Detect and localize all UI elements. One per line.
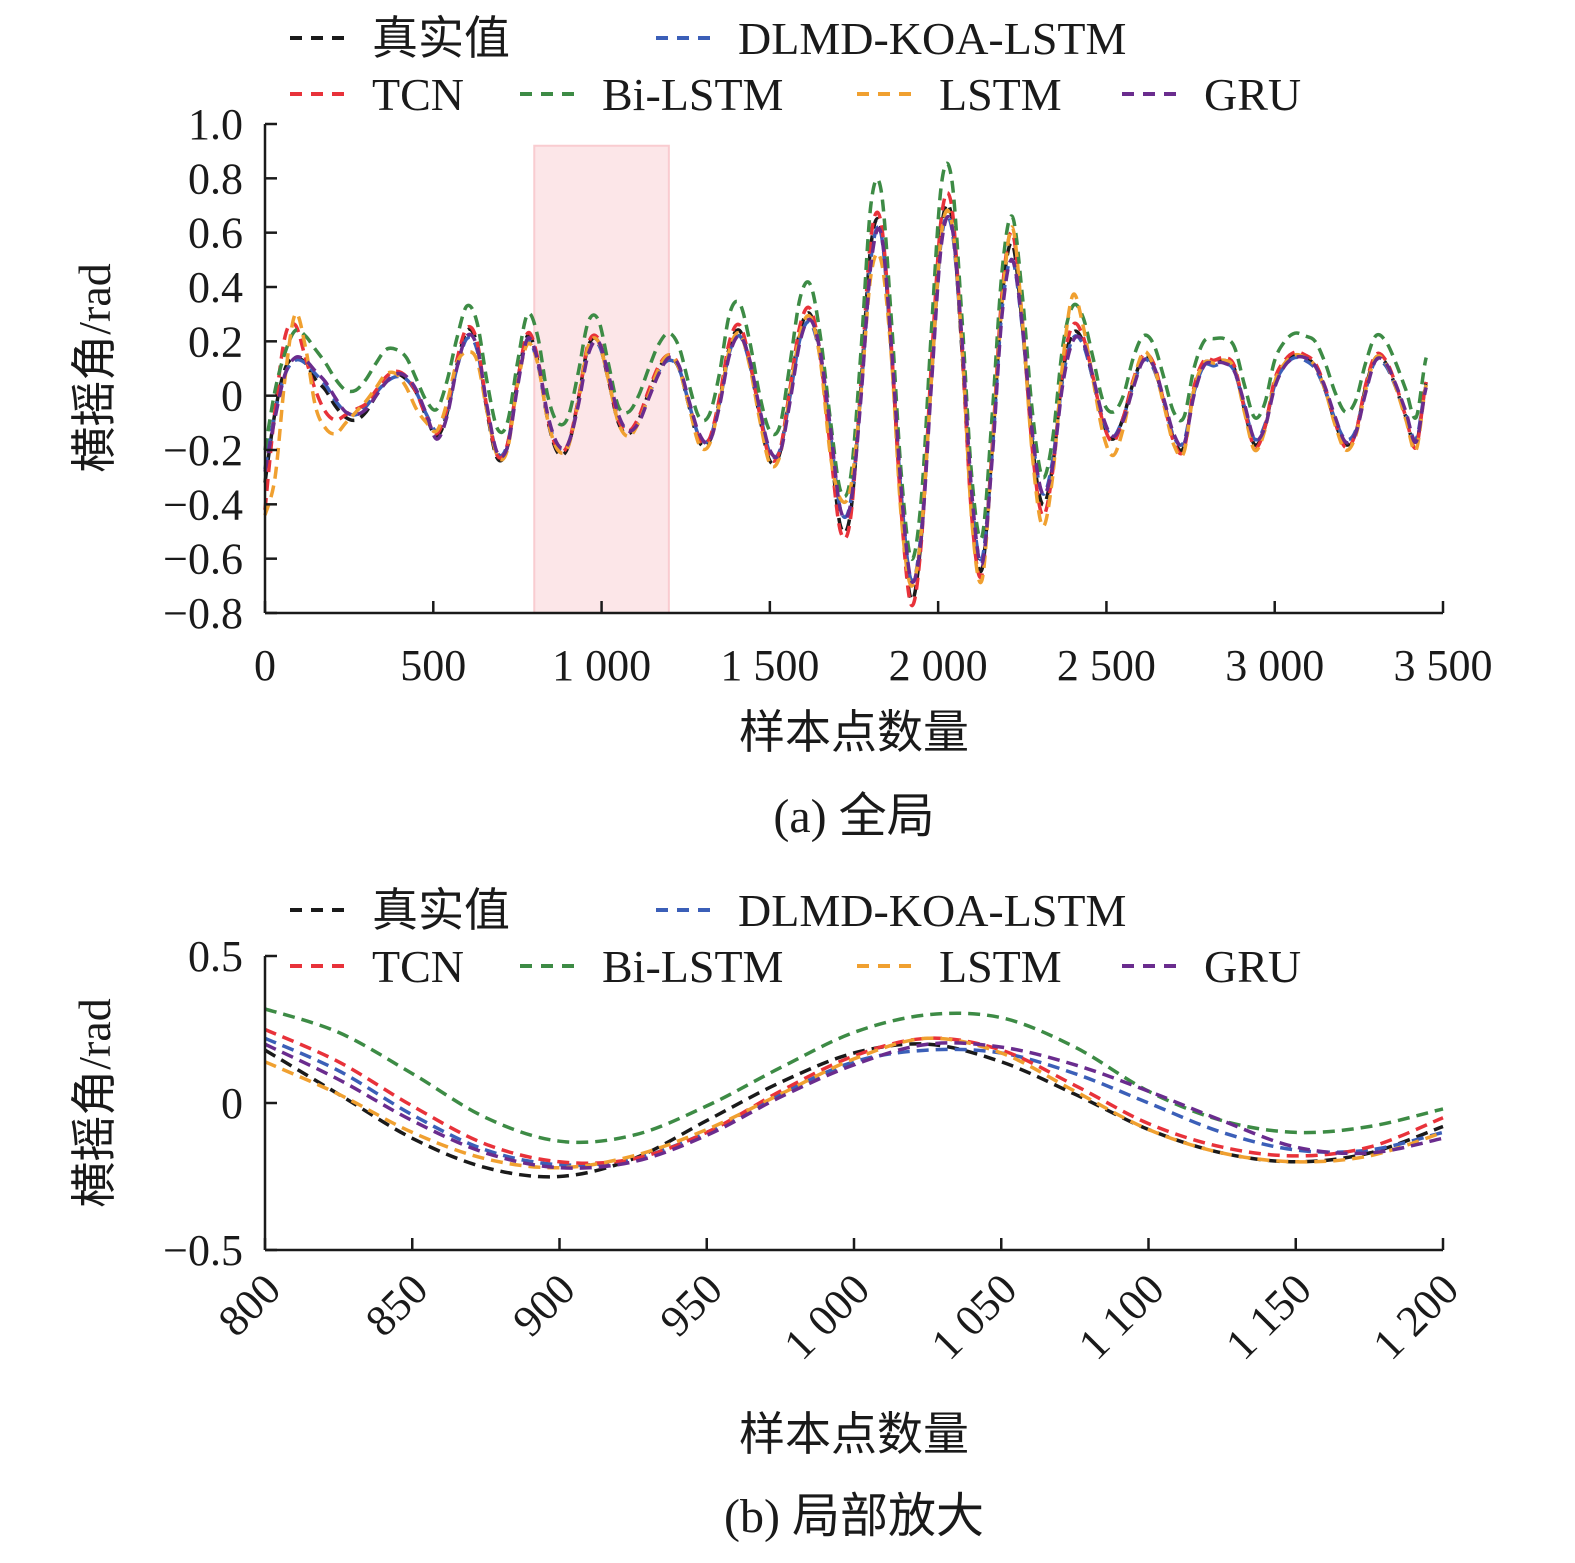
y-ticks-zoom: −0.5 0 0.5 bbox=[163, 932, 277, 1275]
x-tick-label-1-150: 1 150 bbox=[1216, 1264, 1321, 1369]
x-tick-label-950: 950 bbox=[651, 1264, 732, 1345]
legend-label: 真实值 bbox=[372, 885, 510, 936]
x-tick-label-2-000: 2 000 bbox=[889, 641, 988, 690]
x-tick-label-1-050: 1 050 bbox=[922, 1264, 1027, 1369]
x-tick-label-1-200: 1 200 bbox=[1363, 1264, 1468, 1369]
x-tick-label-850: 850 bbox=[356, 1264, 437, 1345]
series-group-zoom bbox=[264, 1007, 1444, 1179]
legend-item-dlmd-koa-lstm: DLMD-KOA-LSTM bbox=[656, 885, 1126, 936]
y-tick-label-0-6: −0.6 bbox=[163, 535, 243, 584]
legend-label: GRU bbox=[1204, 69, 1301, 120]
legend-label: LSTM bbox=[939, 69, 1062, 120]
series-line-tcn-global bbox=[263, 191, 1428, 608]
x-tick-label-2-500: 2 500 bbox=[1057, 641, 1156, 690]
x-tick-label-3-500: 3 500 bbox=[1394, 641, 1493, 690]
legend-item-actual: 真实值 bbox=[290, 885, 510, 936]
y-tick-label-0-5: 0.5 bbox=[188, 932, 243, 981]
x-tick-label-1-100: 1 100 bbox=[1069, 1264, 1174, 1369]
zoom-region-highlight bbox=[533, 144, 670, 614]
x-tick-label-500: 500 bbox=[400, 641, 466, 690]
legend-global: 真实值 DLMD-KOA-LSTM TCN Bi-LSTM LSTM GRU bbox=[290, 13, 1301, 120]
legend-item-tcn: TCN bbox=[290, 69, 464, 120]
y-tick-label-0-6: 0.6 bbox=[188, 209, 243, 258]
x-tick-label-1-500: 1 500 bbox=[720, 641, 819, 690]
y-tick-label-1-0: 1.0 bbox=[188, 100, 243, 149]
series-line-gru-zoom bbox=[264, 1041, 1444, 1170]
x-tick-label-800: 800 bbox=[209, 1264, 290, 1345]
caption-zoom: (b) 局部放大 bbox=[724, 1490, 984, 1543]
series-line-gru-global bbox=[263, 214, 1428, 584]
y-tick-label-0-4: −0.4 bbox=[163, 480, 243, 529]
legend-item-lstm: LSTM bbox=[857, 941, 1062, 992]
y-tick-label-0-4: 0.4 bbox=[188, 263, 243, 312]
series-line-actual-global bbox=[263, 202, 1428, 602]
y-axis-title-global: 横摇角/rad bbox=[69, 263, 120, 473]
y-tick-label-0: 0 bbox=[221, 1079, 243, 1128]
legend-item-dlmd-koa-lstm: DLMD-KOA-LSTM bbox=[656, 13, 1126, 64]
series-group-global bbox=[263, 161, 1428, 608]
legend-label: LSTM bbox=[939, 941, 1062, 992]
x-axis-title-global: 样本点数量 bbox=[739, 707, 969, 758]
x-tick-label-1-000: 1 000 bbox=[552, 641, 651, 690]
series-line-dlmd-koa-lstm-zoom bbox=[264, 1036, 1444, 1167]
legend-label: Bi-LSTM bbox=[602, 941, 783, 992]
legend-label: Bi-LSTM bbox=[602, 69, 783, 120]
legend-label: DLMD-KOA-LSTM bbox=[738, 885, 1126, 936]
y-tick-label-0-8: −0.8 bbox=[163, 589, 243, 638]
x-tick-label-0: 0 bbox=[254, 641, 276, 690]
x-tick-label-900: 900 bbox=[503, 1264, 584, 1345]
y-tick-label-0-2: 0.2 bbox=[188, 317, 243, 366]
legend-item-actual: 真实值 bbox=[290, 13, 510, 64]
legend-label: TCN bbox=[372, 69, 464, 120]
legend-item-lstm: LSTM bbox=[857, 69, 1062, 120]
series-line-actual-zoom bbox=[264, 1042, 1444, 1179]
series-line-dlmd-koa-lstm-global bbox=[263, 214, 1428, 584]
series-line-lstm-global bbox=[263, 208, 1428, 588]
legend-zoom: 真实值 DLMD-KOA-LSTM TCN Bi-LSTM LSTM GRU bbox=[290, 885, 1301, 992]
y-tick-label-0: 0 bbox=[221, 372, 243, 421]
x-ticks-global: 0 500 1 000 1 500 2 000 2 500 3 000 3 500 bbox=[254, 601, 1493, 690]
x-tick-label-3-000: 3 000 bbox=[1225, 641, 1324, 690]
caption-global: (a) 全局 bbox=[773, 790, 934, 843]
y-tick-label-0-5: −0.5 bbox=[163, 1226, 243, 1275]
y-tick-label-0-2: −0.2 bbox=[163, 426, 243, 475]
y-ticks-global: −0.8 −0.6 −0.4 −0.2 0 0.2 0.4 0.6 0.8 1.0 bbox=[163, 100, 277, 638]
chart-panel-global: 真实值 DLMD-KOA-LSTM TCN Bi-LSTM LSTM GRU 0 500 1 … bbox=[69, 13, 1493, 843]
legend-item-bi-lstm: Bi-LSTM bbox=[520, 69, 783, 120]
series-line-bi-lstm-zoom bbox=[264, 1007, 1444, 1145]
legend-item-gru: GRU bbox=[1122, 69, 1301, 120]
legend-item-bi-lstm: Bi-LSTM bbox=[520, 941, 783, 992]
series-line-tcn-zoom bbox=[264, 1027, 1444, 1165]
x-ticks-zoom: 800 850 900 950 1 000 1 050 1 100 1 150 1 200 bbox=[209, 1238, 1468, 1369]
y-tick-label-0-8: 0.8 bbox=[188, 154, 243, 203]
series-line-lstm-zoom bbox=[264, 1036, 1444, 1170]
legend-label: DLMD-KOA-LSTM bbox=[738, 13, 1126, 64]
x-axis-title-zoom: 样本点数量 bbox=[739, 1409, 969, 1460]
x-tick-label-1-000: 1 000 bbox=[774, 1264, 879, 1369]
chart-panel-zoom: 真实值 DLMD-KOA-LSTM TCN Bi-LSTM LSTM GRU 800 850… bbox=[69, 885, 1468, 1543]
legend-label: TCN bbox=[372, 941, 464, 992]
legend-item-gru: GRU bbox=[1122, 941, 1301, 992]
legend-label: GRU bbox=[1204, 941, 1301, 992]
legend-label: 真实值 bbox=[372, 13, 510, 64]
y-axis-title-zoom: 横摇角/rad bbox=[69, 998, 120, 1208]
series-line-bi-lstm-global bbox=[263, 161, 1428, 561]
legend-item-tcn: TCN bbox=[290, 941, 464, 992]
